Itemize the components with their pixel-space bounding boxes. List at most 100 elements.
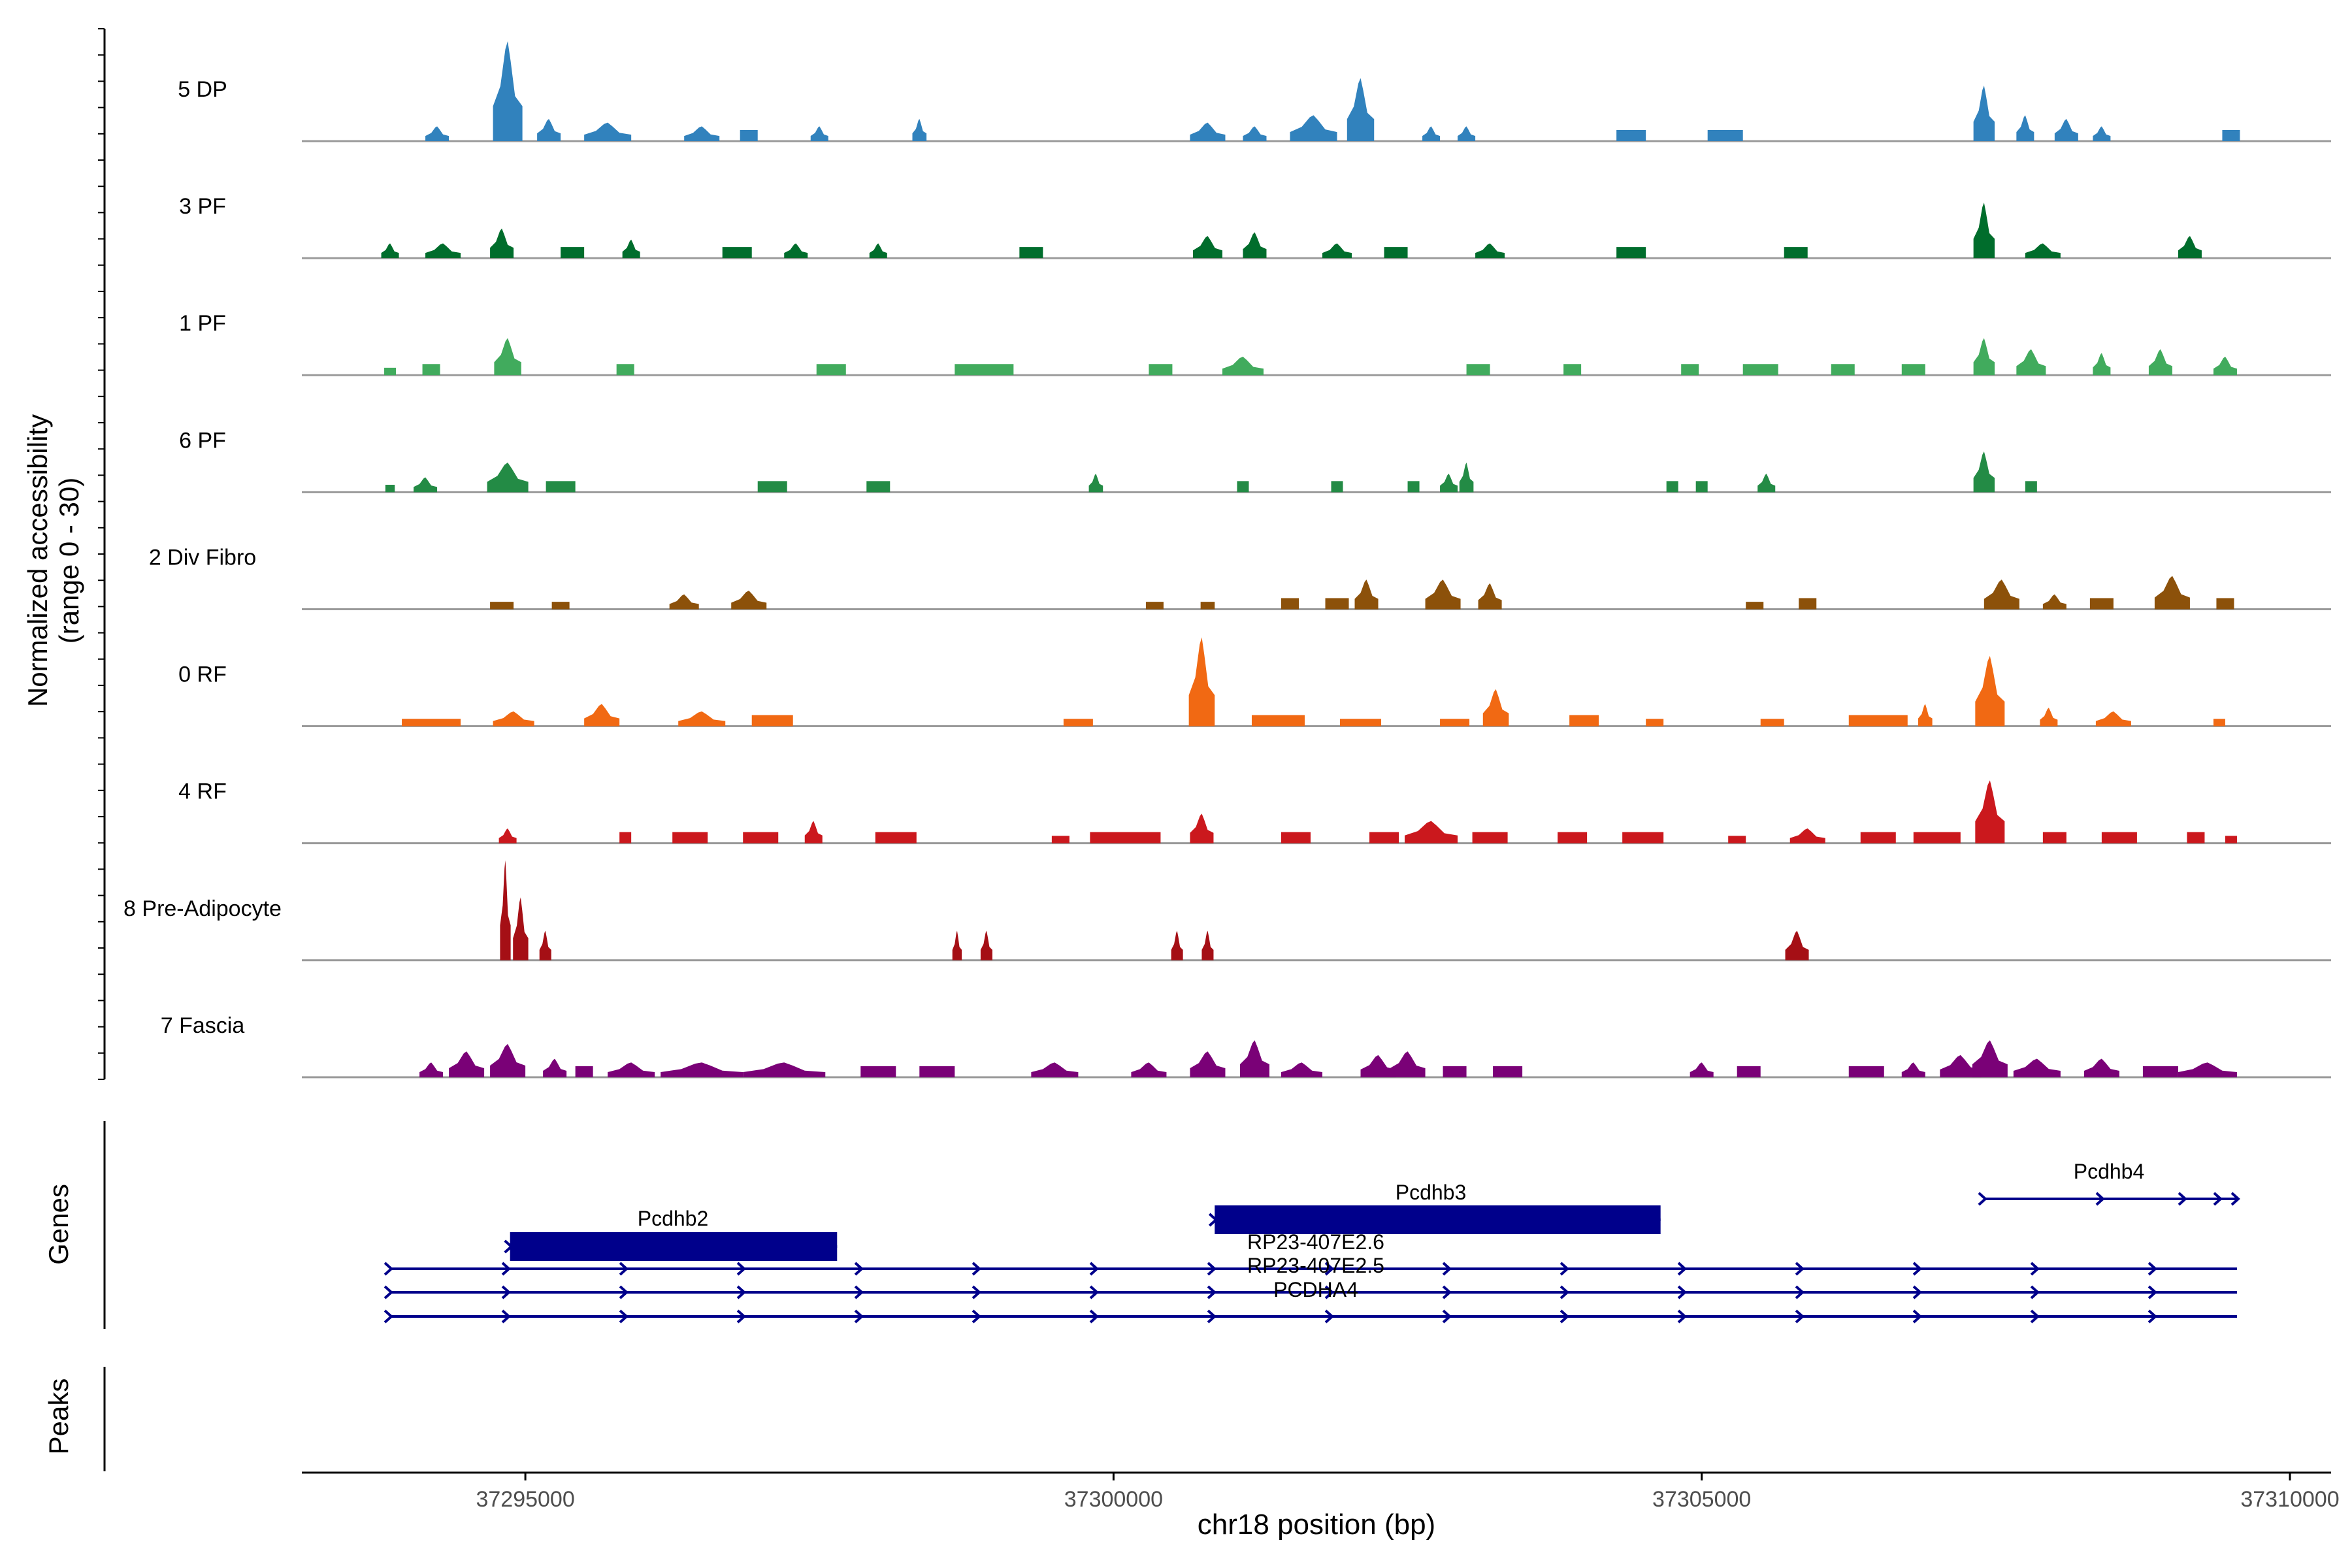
strand-arrow (2148, 1309, 2158, 1324)
track-label: 1 PF (179, 311, 226, 336)
coverage-peak (2225, 836, 2237, 843)
coverage-peak (1360, 1054, 1396, 1077)
strand-arrow (2178, 1192, 2187, 1206)
coverage-peak (1222, 356, 1264, 376)
coverage-peak (2016, 349, 2046, 376)
coverage-peak (1984, 580, 2019, 610)
coverage-peak (816, 364, 846, 376)
coverage-peak (2213, 356, 2237, 376)
coverage-peak (919, 1066, 955, 1077)
track-4-rf: 4 RF (178, 779, 2331, 845)
coverage-peak (1243, 232, 1267, 259)
coverage-peak (1369, 832, 1399, 843)
coverage-peak (1563, 364, 1582, 376)
track-label: 6 PF (179, 428, 226, 453)
coverage-peak (1390, 1051, 1426, 1077)
strand-arrow (1677, 1309, 1688, 1324)
coverage-peak (1918, 704, 1933, 727)
coverage-peak (1860, 832, 1896, 843)
strand-arrow (1207, 1285, 1217, 1299)
track-label: 0 RF (178, 662, 227, 687)
coverage-peak (2042, 594, 2066, 610)
strand-arrow (972, 1309, 982, 1324)
coverage-peak (2095, 711, 2131, 727)
strand-arrow (619, 1262, 629, 1276)
track-2-div-fibro: 2 Div Fibro (149, 545, 2331, 610)
strand-arrow (384, 1309, 394, 1324)
coverage-peak (2101, 832, 2137, 843)
coverage-peak (490, 228, 514, 259)
coverage-peak (490, 602, 514, 610)
coverage-peak (1558, 832, 1588, 843)
coverage-peak (1281, 832, 1311, 843)
coverage-peak (757, 481, 787, 493)
track-6-pf: 6 PF (179, 428, 2331, 493)
coverage-peak (1243, 126, 1267, 141)
coverage-peak (449, 1051, 485, 1077)
track-8-pre-adipocyte: 8 Pre-Adipocyte (123, 860, 2331, 962)
gene-pcdha4: PCDHA4 (384, 1278, 2237, 1324)
coverage-peak (1281, 1062, 1323, 1077)
strand-arrow (1795, 1262, 1805, 1276)
coverage-peak (2222, 130, 2240, 141)
strand-arrow (501, 1309, 512, 1324)
coverage-peak (1031, 1062, 1079, 1077)
coverage-peak (384, 367, 397, 376)
coverage-peak (584, 122, 632, 141)
strand-arrow (1560, 1285, 1570, 1299)
coverage-peak (622, 239, 640, 259)
track-7-fascia: 7 Fascia (161, 1013, 2331, 1079)
coverage-peak (672, 832, 708, 843)
strand-arrow (619, 1285, 629, 1299)
gene-pcdhb3: Pcdhb3 (1208, 1181, 1661, 1234)
coverage-peak (419, 1062, 444, 1077)
strand-arrow (1795, 1309, 1805, 1324)
coverage-peak (2178, 1062, 2237, 1077)
x-tick-label: 37295000 (476, 1487, 574, 1512)
coverage-peak (513, 897, 529, 960)
coverage-peak (1171, 930, 1183, 960)
coverage-peak (498, 828, 517, 843)
coverage-peak (1237, 481, 1249, 493)
coverage-peak (1281, 598, 1299, 610)
strand-arrow (1207, 1309, 1217, 1324)
strand-arrow (501, 1262, 512, 1276)
coverage-peak (1322, 243, 1352, 259)
coverage-peak (661, 1062, 743, 1077)
strand-arrow (384, 1262, 394, 1276)
strand-arrow (972, 1262, 982, 1276)
coverage-peak (1325, 598, 1349, 610)
coverage-peak (2148, 349, 2172, 376)
strand-arrow (1560, 1309, 1570, 1324)
coverage-peak (1616, 247, 1646, 259)
coverage-peak (1443, 1066, 1467, 1077)
strand-arrow (2030, 1309, 2040, 1324)
coverage-peak (546, 481, 576, 493)
coverage-peak (2142, 1066, 2178, 1077)
coverage-peak (1340, 719, 1382, 727)
coverage-peak (1975, 655, 2005, 727)
coverage-peak (1493, 1066, 1523, 1077)
coverage-peak (425, 126, 449, 141)
coverage-peak (1440, 474, 1458, 493)
coverage-peak (487, 463, 529, 493)
coverage-peak (1475, 243, 1505, 259)
y-axis-label-line1: Normalized accessibility (22, 414, 53, 707)
track-panels: 5 DP 3 PF 1 PF 6 PF 2 Div Fibro 0 RF 4 RF 8 Pre… (123, 41, 2331, 1079)
strand-arrow (1442, 1285, 1452, 1299)
gene-rp23-407e2-5: RP23-407E2.5 (384, 1254, 2237, 1299)
genes-axis-label: Genes (43, 1184, 74, 1265)
strand-arrow (1324, 1262, 1335, 1276)
coverage-peak (1742, 364, 1778, 376)
x-tick-label: 37310000 (2240, 1487, 2339, 1512)
coverage-peak (1384, 247, 1408, 259)
coverage-peak (1695, 481, 1708, 493)
coverage-peak (2083, 1058, 2119, 1077)
track-1-pf: 1 PF (179, 311, 2331, 376)
strand-arrow (736, 1262, 747, 1276)
coverage-peak (1569, 715, 1599, 727)
coverage-peak (2013, 1058, 2061, 1077)
strand-arrow (1912, 1262, 1923, 1276)
coverage-peak (810, 126, 828, 141)
coverage-peak (2089, 598, 2114, 610)
